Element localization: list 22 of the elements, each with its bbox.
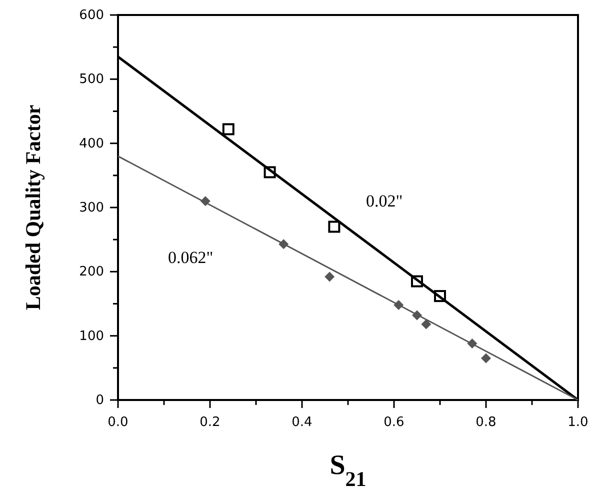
x-tick-label: 0.6: [384, 415, 404, 430]
text: 0.062": [168, 248, 214, 268]
y-tick-label: 600: [79, 8, 104, 23]
point: [481, 353, 491, 364]
point: [328, 220, 340, 233]
y-tick-label: 400: [79, 136, 104, 152]
point: [421, 319, 432, 330]
y-tick-label: 500: [79, 72, 104, 88]
x-tick-label: 0.8: [476, 415, 496, 430]
point: [222, 123, 234, 136]
x-axis-title: S$_{21}$: [330, 450, 366, 491]
y-tick-label: 200: [79, 264, 104, 280]
x-tick-label: 0.4: [292, 415, 312, 430]
x-tick-label: 0.0: [108, 415, 128, 430]
y-axis-title: Loaded Quality Factor: [21, 104, 45, 310]
y-tick-label: 0: [96, 393, 104, 408]
y-tick-label: 300: [79, 200, 104, 216]
series-label: 0.02": [366, 191, 403, 210]
x-tick-label: 1.0: [568, 415, 588, 430]
point: [324, 272, 335, 282]
x-tick-label: 0.2: [200, 415, 220, 430]
y-tick-label: 100: [79, 328, 104, 344]
